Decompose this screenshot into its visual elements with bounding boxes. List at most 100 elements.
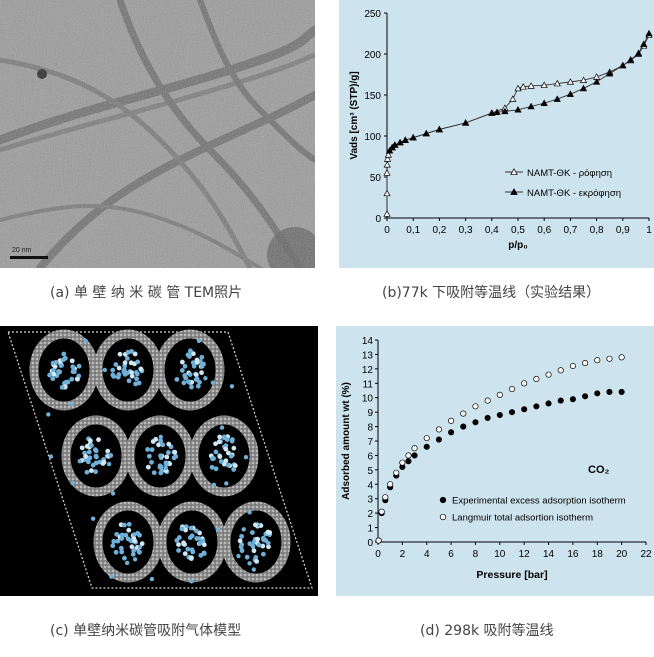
gas-molecule: [69, 358, 75, 364]
gas-molecule: [137, 549, 142, 555]
x-tick-label: 0,5: [511, 225, 525, 236]
gas-molecule: [187, 372, 193, 377]
gas-molecule: [194, 360, 200, 365]
isotherm-77k-panel: 0 50 100 150 200 250 0 0,1 0,2 0,3 0,4 0,5 0,6 0,7 0,8…: [339, 0, 654, 268]
gas-molecule: [247, 541, 253, 547]
gas-molecule: [76, 363, 82, 369]
gas-molecule: [182, 551, 188, 557]
gas-molecule: [129, 544, 135, 550]
data-point: [393, 469, 400, 476]
gas-molecule: [126, 378, 132, 384]
gas-molecule: [132, 538, 138, 544]
legend-label: Experimental excess adsorption isotherm: [452, 496, 626, 507]
gas-molecule: [122, 555, 127, 561]
x-axis-label: p/p₀: [508, 240, 528, 251]
gas-molecule: [119, 536, 125, 541]
data-point: [422, 129, 430, 137]
x-tick-label: 0,6: [537, 225, 551, 236]
y-tick-label: 6: [367, 451, 373, 462]
gas-molecule: [187, 353, 192, 358]
gas-molecule: [188, 556, 194, 561]
data-point: [405, 458, 412, 465]
gas-molecule: [93, 453, 99, 459]
gas-molecule: [158, 438, 164, 444]
data-point: [423, 443, 430, 450]
gas-molecule: [174, 377, 180, 382]
data-point: [388, 143, 396, 151]
gas-molecule: [149, 459, 154, 465]
data-point: [396, 138, 404, 146]
gas-molecule: [194, 528, 199, 534]
data-point: [579, 84, 588, 92]
y-tick-label: 1: [367, 524, 373, 535]
gas-molecule: [111, 374, 117, 379]
gas-molecule: [223, 446, 229, 452]
data-point: [501, 107, 509, 115]
data-point: [594, 390, 601, 397]
data-point: [411, 445, 418, 452]
tem-panel: 20 nm: [0, 0, 323, 283]
gas-molecule: [70, 364, 76, 370]
gas-molecule: [128, 538, 134, 543]
y-tick-label: 8: [367, 423, 373, 434]
gas-molecule: [130, 551, 136, 557]
gas-molecule: [189, 547, 195, 553]
nanotube: [155, 329, 225, 411]
caption-d: (d) 298k 吸附等温线: [420, 623, 554, 639]
gas-molecule: [158, 434, 163, 440]
y-tick-label: 10: [362, 394, 374, 405]
data-point: [386, 147, 394, 154]
data-point: [462, 119, 470, 126]
gas-molecule: [252, 522, 258, 528]
isotherm-77k-chart: 0 50 100 150 200 250 0 0,1 0,2 0,3 0,4 0,5 0,6 0,7 0,8…: [339, 0, 654, 268]
data-point: [553, 79, 561, 87]
data-point: [640, 40, 648, 47]
gas-molecule: [51, 371, 57, 377]
gas-molecule: [93, 460, 99, 466]
gas-molecule: [113, 549, 119, 555]
x-tick-label: 0,7: [563, 225, 577, 236]
gas-molecule: [193, 377, 199, 382]
gas-molecule: [254, 558, 260, 564]
gas-molecule: [228, 453, 234, 459]
gas-molecule: [86, 449, 92, 455]
y-tick-label: 250: [364, 9, 381, 20]
gas-molecule: [266, 544, 271, 550]
gas-molecule: [165, 450, 171, 455]
gas-molecule: [174, 537, 180, 543]
data-point: [409, 133, 417, 141]
gas-molecule: [131, 548, 136, 553]
legend-marker: [510, 168, 518, 175]
gas-molecule: [231, 467, 237, 472]
x-tick-label: 6: [448, 549, 454, 560]
gas-molecule: [122, 360, 128, 366]
gas-molecule: [189, 384, 194, 390]
gas-molecule: [218, 459, 224, 464]
gas-molecule: [115, 374, 121, 380]
gas-molecule: [126, 521, 132, 527]
gas-molecule: [70, 481, 75, 486]
gas-molecule: [209, 464, 215, 470]
gas-molecule: [241, 527, 246, 532]
gas-molecule: [172, 449, 178, 455]
data-point: [557, 367, 564, 374]
data-point: [383, 160, 391, 168]
co2-annotation: CO₂: [588, 464, 610, 476]
data-point: [509, 95, 517, 102]
gas-molecule: [251, 548, 257, 554]
gas-molecule: [87, 438, 93, 444]
data-point: [383, 210, 391, 217]
gas-molecule: [210, 456, 215, 462]
gas-molecule: [121, 369, 127, 375]
nanotube: [221, 501, 291, 583]
y-axis-label: Vads [cm³ (STP)/g]: [349, 71, 360, 159]
gas-molecule: [69, 401, 74, 407]
y-tick-label: 13: [362, 350, 374, 361]
gas-molecule: [190, 351, 196, 357]
gas-molecule: [201, 542, 207, 548]
gas-molecule: [132, 557, 138, 562]
data-point: [383, 155, 392, 162]
gas-molecule: [109, 574, 114, 579]
data-point: [519, 83, 527, 90]
gas-molecule: [119, 532, 125, 538]
